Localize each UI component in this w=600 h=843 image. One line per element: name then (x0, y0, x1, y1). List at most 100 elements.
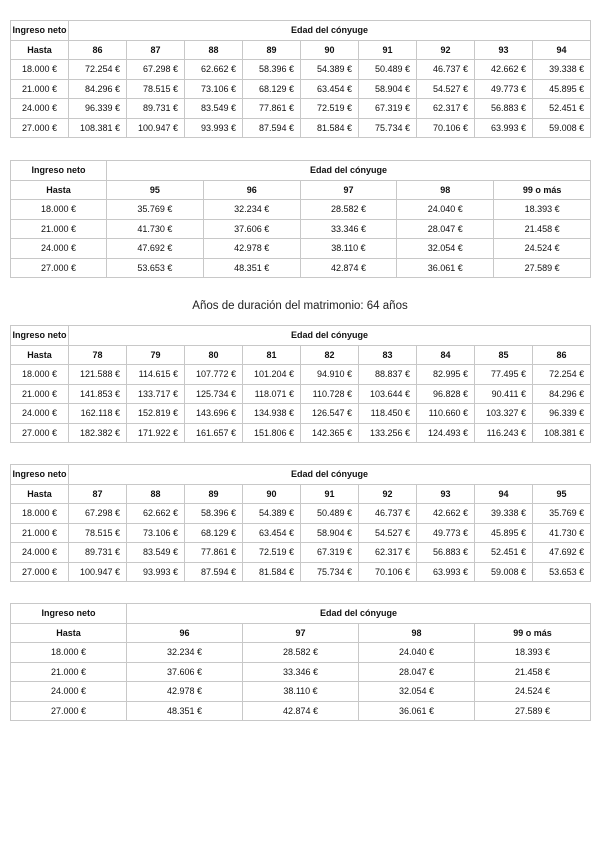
table-row: 27.000 €100.947 €93.993 €87.594 €81.584 … (10, 561, 592, 582)
value-cell: 101.204 € (242, 364, 301, 385)
value-cell: 77.861 € (184, 542, 243, 563)
value-cell: 42.662 € (416, 503, 475, 524)
value-cell: 45.895 € (474, 522, 533, 543)
column-header-cell: 87 (68, 483, 127, 504)
table-row: 27.000 €53.653 €48.351 €42.874 €36.061 €… (10, 257, 592, 278)
value-cell: 33.346 € (242, 661, 359, 682)
table-row: 24.000 €96.339 €89.731 €83.549 €77.861 €… (10, 98, 592, 119)
column-header-cell: 99 o más (493, 179, 592, 200)
value-cell: 59.008 € (474, 561, 533, 582)
value-cell: 42.662 € (474, 59, 533, 80)
table-row: 27.000 €182.382 €171.922 €161.657 €151.8… (10, 422, 592, 443)
value-cell: 21.458 € (493, 218, 592, 239)
value-cell: 24.040 € (358, 642, 475, 663)
value-cell: 151.806 € (242, 422, 301, 443)
value-cell: 32.234 € (202, 199, 301, 220)
value-cell: 63.993 € (474, 117, 533, 138)
value-cell: 84.296 € (68, 78, 127, 99)
header-row: Ingreso neto Edad del cónyuge (10, 160, 592, 181)
value-cell: 110.660 € (416, 403, 475, 424)
column-header-cell: 98 (396, 179, 495, 200)
value-cell: 49.773 € (416, 522, 475, 543)
value-cell: 73.106 € (126, 522, 185, 543)
sub-header-cell: Hasta (10, 179, 107, 200)
column-header-cell: 92 (416, 39, 475, 60)
column-header-cell: 86 (68, 39, 127, 60)
value-cell: 161.657 € (184, 422, 243, 443)
value-cell: 67.319 € (300, 542, 359, 563)
column-header-cell: 90 (242, 483, 301, 504)
income-cell: 18.000 € (10, 59, 69, 80)
value-cell: 72.519 € (300, 98, 359, 119)
value-cell: 28.582 € (242, 642, 359, 663)
value-cell: 54.389 € (242, 503, 301, 524)
value-cell: 82.995 € (416, 364, 475, 385)
column-header-cell: 94 (474, 483, 533, 504)
value-cell: 81.584 € (300, 117, 359, 138)
income-cell: 18.000 € (10, 364, 69, 385)
value-cell: 58.904 € (300, 522, 359, 543)
value-cell: 33.346 € (299, 218, 398, 239)
value-cell: 36.061 € (358, 700, 475, 721)
value-cell: 56.883 € (474, 98, 533, 119)
value-cell: 93.993 € (184, 117, 243, 138)
value-cell: 100.947 € (68, 561, 127, 582)
column-header-row: Hasta 96 97 98 99 o más (10, 622, 592, 643)
value-cell: 50.489 € (358, 59, 417, 80)
column-header-cell: 96 (126, 622, 243, 643)
value-cell: 24.524 € (473, 681, 592, 702)
pension-table-3: Ingreso neto Edad del cónyuge Hasta 78 79 80 8… (10, 325, 592, 443)
value-cell: 90.411 € (474, 383, 533, 404)
column-header-cell: 79 (126, 344, 185, 365)
value-cell: 41.730 € (531, 522, 592, 543)
value-cell: 39.338 € (474, 503, 533, 524)
table-row: 21.000 €84.296 €78.515 €73.106 €68.129 €… (10, 78, 592, 99)
column-header-cell: 95 (106, 179, 204, 200)
column-header-cell: 93 (416, 483, 475, 504)
value-cell: 182.382 € (68, 422, 127, 443)
value-cell: 52.451 € (531, 98, 592, 119)
value-cell: 37.606 € (202, 218, 301, 239)
column-header-cell: 80 (184, 344, 243, 365)
value-cell: 42.978 € (202, 238, 301, 259)
column-header-cell: 83 (358, 344, 417, 365)
group-header-cell: Edad del cónyuge (67, 464, 592, 485)
value-cell: 42.874 € (242, 700, 359, 721)
column-header-cell: 93 (474, 39, 533, 60)
value-cell: 72.254 € (531, 364, 592, 385)
value-cell: 121.588 € (68, 364, 127, 385)
column-header-cell: 86 (531, 344, 592, 365)
group-header-cell: Edad del cónyuge (67, 20, 592, 41)
value-cell: 118.071 € (242, 383, 301, 404)
value-cell: 108.381 € (68, 117, 127, 138)
income-cell: 24.000 € (10, 542, 69, 563)
column-header-row: Hasta 86 87 88 89 90 91 92 93 94 (10, 39, 592, 60)
pension-table-4: Ingreso neto Edad del cónyuge Hasta 87 88 89 9… (10, 464, 592, 582)
column-header-cell: 95 (531, 483, 592, 504)
table-row: 18.000 €67.298 €62.662 €58.396 €54.389 €… (10, 503, 592, 524)
value-cell: 58.396 € (184, 503, 243, 524)
value-cell: 114.615 € (126, 364, 185, 385)
value-cell: 24.040 € (396, 199, 495, 220)
value-cell: 27.589 € (473, 700, 592, 721)
column-header-cell: 96 (202, 179, 301, 200)
value-cell: 143.696 € (184, 403, 243, 424)
value-cell: 63.454 € (242, 522, 301, 543)
value-cell: 107.772 € (184, 364, 243, 385)
column-header-cell: 85 (474, 344, 533, 365)
sub-header-cell: Hasta (10, 483, 69, 504)
value-cell: 62.317 € (416, 98, 475, 119)
value-cell: 133.717 € (126, 383, 185, 404)
value-cell: 47.692 € (106, 238, 204, 259)
value-cell: 67.298 € (126, 59, 185, 80)
value-cell: 32.054 € (396, 238, 495, 259)
income-cell: 27.000 € (10, 257, 107, 278)
table-row: 18.000 €35.769 €32.234 €28.582 €24.040 €… (10, 199, 592, 220)
column-header-cell: 97 (299, 179, 398, 200)
value-cell: 38.110 € (242, 681, 359, 702)
value-cell: 93.993 € (126, 561, 185, 582)
income-cell: 18.000 € (10, 199, 107, 220)
value-cell: 116.243 € (474, 422, 533, 443)
table-row: 27.000 €108.381 €100.947 €93.993 €87.594… (10, 117, 592, 138)
value-cell: 75.734 € (358, 117, 417, 138)
